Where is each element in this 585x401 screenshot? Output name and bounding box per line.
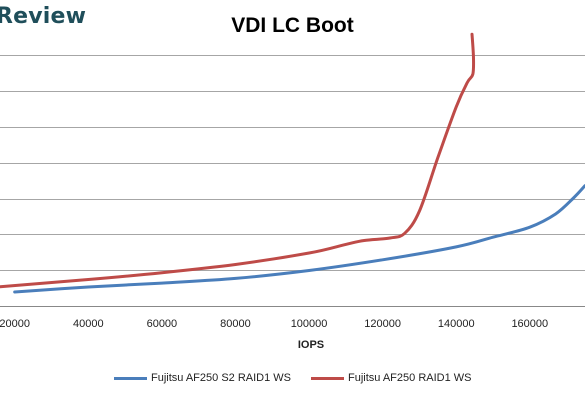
- legend-item-s2: Fujitsu AF250 S2 RAID1 WS: [114, 372, 291, 384]
- x-axis-label: IOPS: [298, 339, 324, 351]
- legend-label: Fujitsu AF250 RAID1 WS: [348, 372, 472, 384]
- brand-logo-text: Review: [0, 4, 87, 29]
- x-tick-label: 80000: [220, 318, 251, 330]
- series-line-0: [13, 184, 585, 294]
- gridlines: [0, 55, 585, 307]
- x-tick-label: 20000: [0, 318, 30, 330]
- x-tick-label: 60000: [147, 318, 178, 330]
- series-line-1: [0, 32, 476, 289]
- x-tick-label: 120000: [364, 318, 401, 330]
- legend-item-raid1: Fujitsu AF250 RAID1 WS: [311, 372, 472, 384]
- x-tick-label: 160000: [511, 318, 548, 330]
- x-tick-label: 40000: [73, 318, 104, 330]
- chart-title: VDI LC Boot: [231, 14, 354, 37]
- series-lines: [0, 32, 585, 294]
- x-tick-label: 100000: [291, 318, 328, 330]
- legend-swatch: [311, 376, 344, 380]
- x-tick-labels: 20000 40000 60000 80000 100000 120000 140000 16…: [0, 318, 548, 330]
- legend: Fujitsu AF250 S2 RAID1 WS Fujitsu AF250 …: [0, 372, 585, 390]
- x-tick-label: 140000: [438, 318, 475, 330]
- legend-swatch: [114, 376, 147, 380]
- legend-label: Fujitsu AF250 S2 RAID1 WS: [151, 372, 291, 384]
